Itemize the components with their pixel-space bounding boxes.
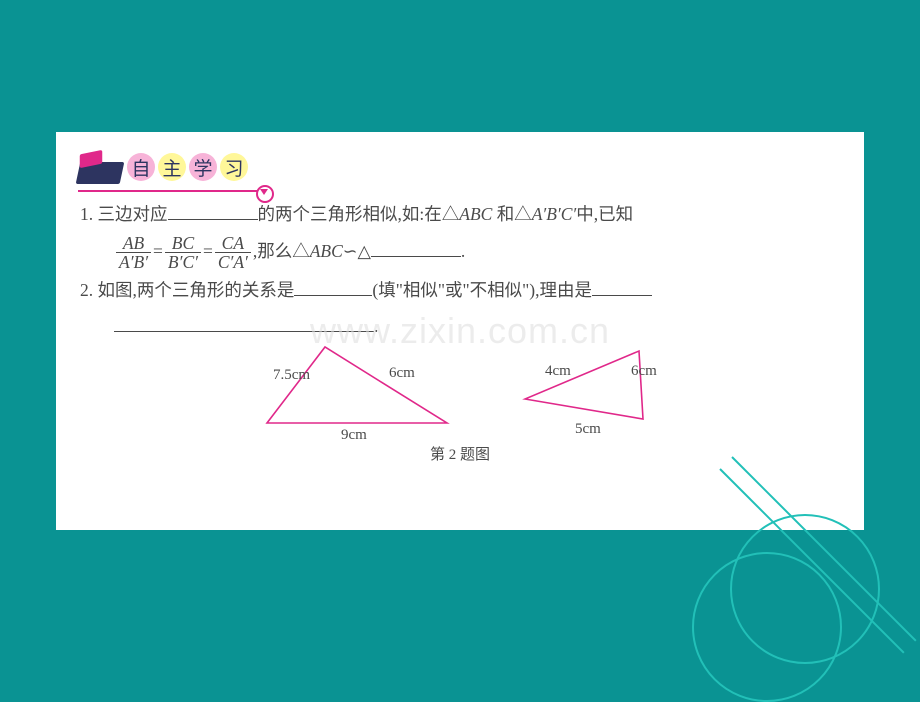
tri-r-lab2: 6cm xyxy=(631,363,657,379)
q2-t1: 如图,两个三角形的关系是 xyxy=(98,280,295,300)
q1-blank-1 xyxy=(168,201,258,220)
q2-t2: (填"相似"或"不相似"),理由是 xyxy=(372,280,592,300)
question-2: 2. 如图,两个三角形的关系是 (填"相似"或"不相似"),理由是 . xyxy=(78,272,842,346)
q1-abc2: ABC xyxy=(310,241,343,261)
figures: 7.5cm 6cm 9cm 4cm 6cm 5cm xyxy=(78,335,842,441)
deco-ring-2 xyxy=(692,552,842,702)
frac-3: CAC′A′ xyxy=(215,234,251,272)
section-header: 自 主 学 习 xyxy=(78,150,842,184)
q2-period: . xyxy=(374,316,378,336)
tri-r-shape xyxy=(525,351,643,419)
corner-decoration xyxy=(730,514,880,664)
frac-1: ABA′B′ xyxy=(116,234,151,272)
tri-l-lab1: 7.5cm xyxy=(273,367,310,383)
q1-t3: 和△ xyxy=(492,204,531,224)
q1-abc: ABC xyxy=(459,204,492,224)
eq2: = xyxy=(203,241,213,261)
tri-r-lab1: 4cm xyxy=(545,363,571,379)
q1-line2: ABA′B′=BCB′C′=CAC′A′,那么△ABC∽△. xyxy=(80,233,842,272)
q1-t4: 中,已知 xyxy=(576,204,633,224)
header-char-3: 学 xyxy=(189,153,217,181)
triangle-left: 7.5cm 6cm 9cm xyxy=(247,335,467,441)
q1-apbpcp: A′B′C′ xyxy=(532,204,577,224)
tri-l-lab2: 6cm xyxy=(389,365,415,381)
header-char-2: 主 xyxy=(158,153,186,181)
folder-icon xyxy=(78,150,122,184)
tri-r-lab3: 5cm xyxy=(575,421,601,437)
question-1: 1. 三边对应的两个三角形相似,如:在△ABC 和△A′B′C′中,已知 ABA… xyxy=(78,196,842,272)
q2-blank-2b xyxy=(114,313,374,332)
frac-2: BCB′C′ xyxy=(165,234,201,272)
q2-num: 2. xyxy=(80,280,93,300)
q1-t1: 三边对应 xyxy=(98,204,168,224)
q2-blank-2a xyxy=(592,276,652,295)
triangle-right: 4cm 6cm 5cm xyxy=(513,341,673,441)
q1-num: 1. xyxy=(80,204,93,224)
q1-t5: ,那么△ xyxy=(253,241,310,261)
content-card: www.zixin.com.cn 自 主 学 习 1. 三边对应的两个三角形相似… xyxy=(56,132,864,530)
q1-period: . xyxy=(461,241,465,261)
figure-caption: 第 2 题图 xyxy=(78,443,842,464)
tri-l-lab3: 9cm xyxy=(341,427,367,441)
header-char-4: 习 xyxy=(220,153,248,181)
tri-l-shape xyxy=(267,347,447,423)
q2-blank-1 xyxy=(294,276,372,295)
q1-sim: ∽△ xyxy=(343,241,371,261)
eq1: = xyxy=(153,241,163,261)
q1-t2: 的两个三角形相似,如:在△ xyxy=(258,204,460,224)
q1-blank-2 xyxy=(371,238,461,257)
header-underline xyxy=(78,190,842,192)
header-char-1: 自 xyxy=(127,153,155,181)
